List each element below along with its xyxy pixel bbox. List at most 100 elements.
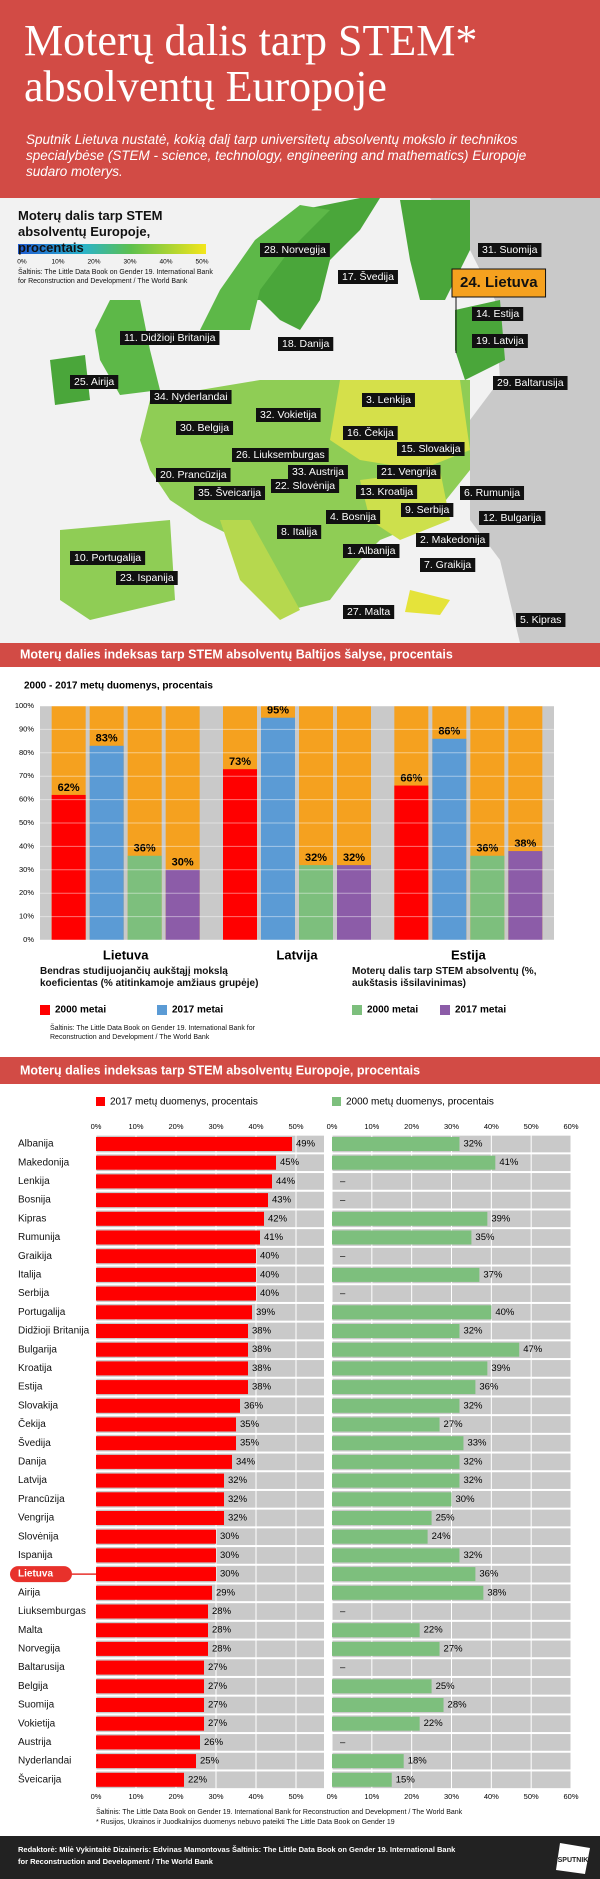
- category-label: Portugalija: [18, 1307, 66, 1318]
- map-label: 24. Lietuva: [451, 268, 547, 353]
- map-label-text: 25. Airija: [74, 376, 114, 388]
- bar: [332, 1754, 404, 1769]
- value-label: 25%: [436, 1681, 456, 1692]
- legend-label: 2000 metai: [367, 1005, 418, 1016]
- x-tick-label: 50%: [288, 1792, 303, 1801]
- bar: [332, 1698, 444, 1712]
- bar: [96, 1324, 248, 1338]
- value-label: –: [340, 1288, 346, 1299]
- highlight-pill: [10, 1566, 72, 1583]
- value-label: 27%: [444, 1419, 464, 1430]
- x-tick-label: 10%: [364, 1792, 379, 1801]
- map-label: 18. Danija: [278, 337, 334, 351]
- map-label: 35. Šveicarija: [194, 486, 266, 500]
- label-box: [478, 243, 542, 257]
- bar: [508, 851, 543, 940]
- x-tick-label: 40%: [484, 1792, 499, 1801]
- value-label: 38%: [252, 1326, 272, 1337]
- label-box: [156, 468, 231, 482]
- bar: [96, 1772, 184, 1787]
- label-box: [397, 442, 465, 456]
- map-label-text: 16. Čekija: [347, 426, 394, 439]
- value-label: 34%: [236, 1456, 256, 1467]
- category-label: Makedonija: [18, 1157, 70, 1168]
- map-label-text: 9. Serbija: [405, 504, 450, 516]
- label-box: [343, 544, 400, 558]
- legend-title: Bendras studijuojančių aukštąjį mokslą k…: [40, 966, 259, 989]
- credits: Redaktorė: Milė Vykintaitė Dizaineris: E…: [18, 1845, 456, 1866]
- label-box: [356, 485, 418, 499]
- map-label-text: 2. Makedonija: [420, 534, 486, 546]
- map-label: 7. Graikija: [420, 558, 476, 572]
- label-box: [460, 486, 525, 500]
- section-bar: [0, 1057, 600, 1084]
- map-label: 20. Prancūzija: [156, 468, 231, 482]
- map-label-text: 1. Albanija: [347, 545, 396, 557]
- scale-label: 40%: [159, 259, 172, 266]
- map-label: 23. Ispanija: [116, 571, 178, 585]
- map-label: 16. Čekija: [343, 426, 398, 440]
- map-label: 3. Lenkija: [362, 393, 415, 407]
- label-box: [338, 270, 398, 284]
- x-tick-label: 10%: [128, 1792, 143, 1801]
- value-label: –: [340, 1195, 346, 1206]
- map-label-text: 10. Portugalija: [74, 552, 141, 564]
- bar: [96, 1511, 224, 1525]
- bar: [96, 1454, 232, 1469]
- scale-label: 20%: [87, 259, 100, 266]
- map-label: 12. Bulgarija: [479, 511, 546, 525]
- bar: [337, 865, 371, 940]
- bar: [332, 1454, 460, 1469]
- value-label: 30%: [220, 1531, 240, 1542]
- x-tick-label: 10%: [364, 1122, 379, 1131]
- map-label-text: 8. Italija: [281, 526, 317, 538]
- label-box: [479, 511, 546, 525]
- bar: [96, 1567, 216, 1582]
- map-label: 6. Rumunija: [460, 486, 525, 500]
- bar: [96, 1735, 200, 1750]
- category-label: Malta: [18, 1625, 43, 1636]
- map-label: 32. Vokietija: [256, 408, 321, 422]
- bar: [96, 1398, 240, 1413]
- bar: [165, 869, 200, 940]
- value-label: 22%: [424, 1625, 444, 1636]
- map-label-text: 24. Lietuva: [460, 274, 538, 291]
- y-tick-label: 20%: [19, 888, 34, 897]
- x-tick-label: 0%: [327, 1122, 338, 1131]
- map-label: 10. Portugalija: [70, 551, 146, 565]
- bar: [332, 1211, 488, 1226]
- bar: [332, 1473, 460, 1488]
- bar: [96, 1380, 248, 1395]
- map-label: 22. Slovėnija: [271, 479, 340, 493]
- map-label-text: 29. Baltarusija: [497, 377, 564, 389]
- color-scale: [18, 244, 206, 254]
- value-label: 28%: [448, 1700, 468, 1711]
- value-label: 32%: [463, 1475, 483, 1486]
- category-label: Kroatija: [18, 1363, 52, 1374]
- category-label: Nyderlandai: [18, 1756, 71, 1767]
- map-label-text: 19. Latvija: [476, 335, 524, 347]
- bar: [332, 1772, 392, 1787]
- category-label: Albanija: [18, 1139, 54, 1150]
- value-label: 73%: [229, 756, 251, 768]
- legend-swatch: [332, 1097, 341, 1106]
- bar: [96, 1623, 208, 1638]
- scale-label: 50%: [195, 259, 208, 266]
- map-label-text: 31. Suomija: [482, 244, 538, 256]
- map-label: 11. Didžioji Britanija: [120, 331, 220, 345]
- map-label: 30. Belgija: [176, 421, 234, 435]
- map-label-text: 11. Didžioji Britanija: [124, 332, 216, 344]
- category-label: Švedija: [18, 1436, 51, 1449]
- bar: [332, 1641, 440, 1656]
- category-label: Rumunija: [18, 1232, 61, 1243]
- label-box: [70, 375, 119, 389]
- bar: [332, 1716, 420, 1731]
- label-box: [377, 465, 441, 479]
- map-label: 26. Liuksemburgas: [232, 448, 329, 462]
- header-bg: [0, 0, 600, 198]
- label-box: [278, 337, 334, 351]
- bar: [96, 1267, 256, 1282]
- footer-bg: [0, 1836, 600, 1879]
- value-label: 41%: [264, 1232, 284, 1243]
- category-label: Bosnija: [18, 1195, 51, 1206]
